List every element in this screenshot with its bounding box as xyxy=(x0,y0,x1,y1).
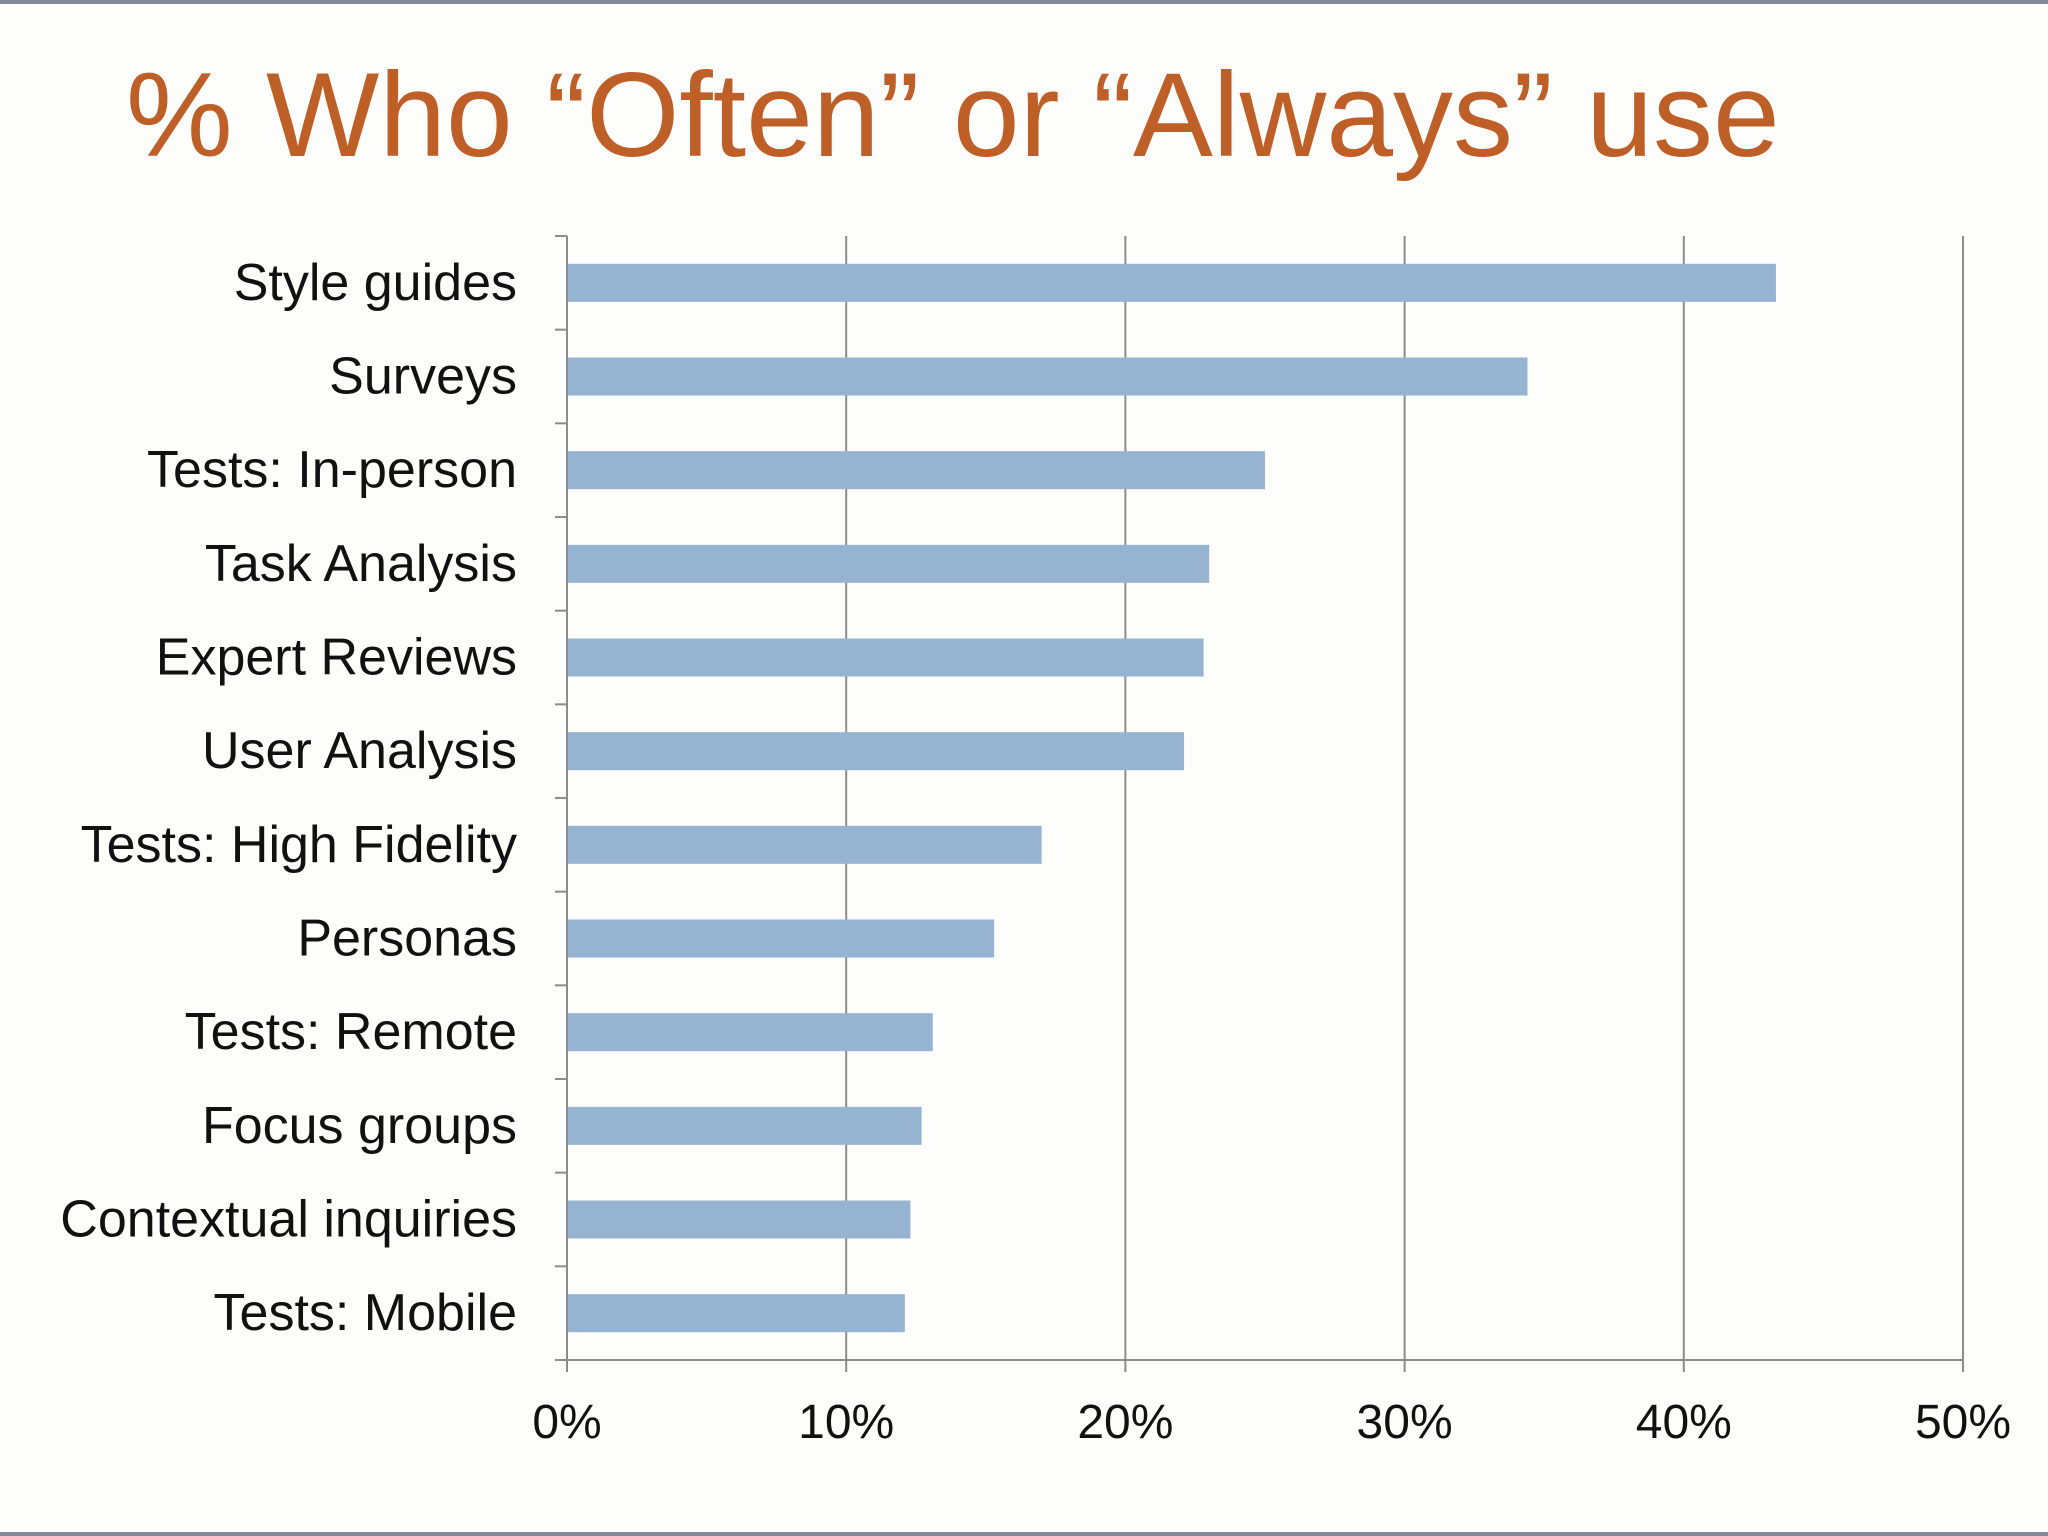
gridlines xyxy=(845,236,1964,1372)
category-label: Tests: Remote xyxy=(185,1003,517,1061)
x-tick-label: 20% xyxy=(1077,1396,1173,1449)
chart-title: % Who “Often” or “Always” use xyxy=(126,48,1780,182)
bar xyxy=(567,263,1776,302)
top-border-line xyxy=(0,0,2048,4)
x-tick-label: 0% xyxy=(532,1396,601,1449)
x-tick-label: 40% xyxy=(1636,1396,1732,1449)
bar xyxy=(567,1106,922,1145)
category-label: Focus groups xyxy=(202,1097,517,1155)
category-label: Tests: Mobile xyxy=(214,1284,517,1342)
bar xyxy=(567,1013,933,1052)
bottom-border-line xyxy=(0,1532,2048,1536)
category-label: Tests: In-person xyxy=(147,441,517,499)
bar xyxy=(567,451,1265,490)
bar xyxy=(567,544,1210,583)
category-label: User Analysis xyxy=(202,722,517,780)
bars xyxy=(567,263,1776,1333)
bar xyxy=(567,919,995,958)
bar xyxy=(567,1200,911,1239)
bar xyxy=(567,732,1185,771)
axes xyxy=(555,235,1963,1372)
category-label: Contextual inquiries xyxy=(60,1191,517,1249)
category-label: Surveys xyxy=(329,348,517,406)
x-tick-label: 50% xyxy=(1915,1396,2011,1449)
bar xyxy=(567,825,1042,864)
bar xyxy=(567,1294,905,1333)
labels: Style guides Surveys Tests: In-person Task … xyxy=(60,254,2011,1449)
bar xyxy=(567,638,1204,677)
bar xyxy=(567,357,1528,396)
category-label: Task Analysis xyxy=(205,535,517,593)
category-label: Style guides xyxy=(234,254,517,312)
category-label: Tests: High Fidelity xyxy=(81,816,517,874)
x-tick-label: 10% xyxy=(798,1396,894,1449)
category-label: Personas xyxy=(297,910,517,968)
x-tick-label: 30% xyxy=(1357,1396,1453,1449)
category-label: Expert Reviews xyxy=(156,629,517,687)
